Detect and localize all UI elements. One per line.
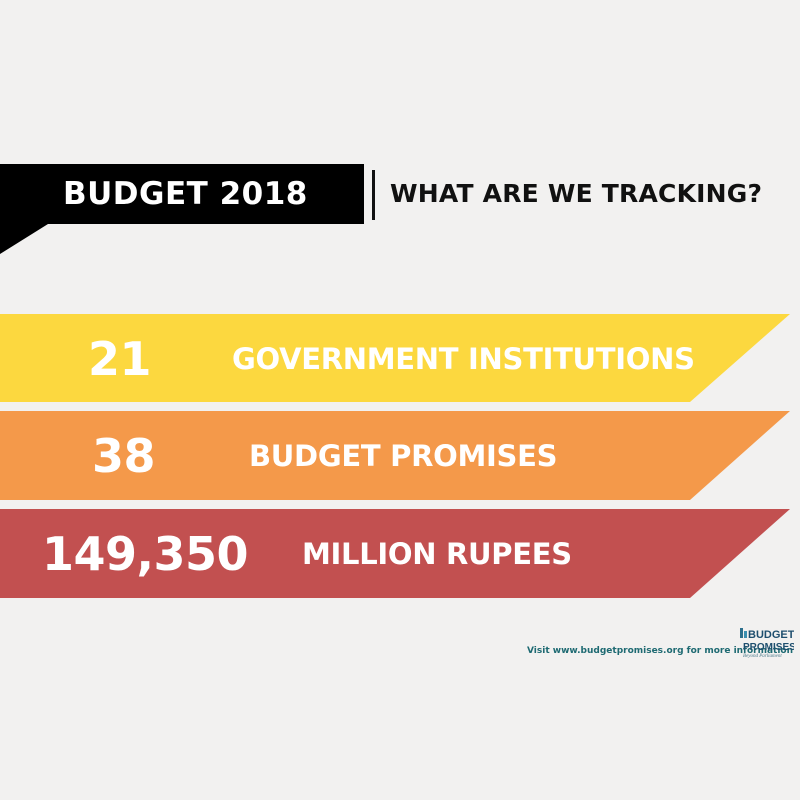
banner-label: MILLION RUPEES (302, 537, 572, 571)
logo-graphic: BUDGET PROMISES Beyond Parliament (740, 628, 796, 659)
budget-promises-logo: BUDGET PROMISES Beyond Parliament (738, 627, 796, 659)
banner-shape (0, 509, 790, 598)
banner-number: 38 (92, 429, 156, 483)
logo-tagline: Beyond Parliament (743, 654, 782, 659)
banner-shape (0, 411, 790, 500)
banner-institutions: 21 GOVERNMENT INSTITUTIONS (0, 314, 800, 404)
banner-number: 149,350 (42, 527, 249, 581)
banner-rupees: 149,350 MILLION RUPEES (0, 509, 800, 599)
banner-promises: 38 BUDGET PROMISES (0, 411, 800, 501)
banner-label: BUDGET PROMISES (249, 439, 558, 473)
logo-line2: PROMISES (743, 642, 794, 653)
banner-label: GOVERNMENT INSTITUTIONS (232, 342, 695, 376)
page-subtitle: WHAT ARE WE TRACKING? (390, 179, 763, 208)
banner-shape (0, 314, 790, 402)
page-title: BUDGET 2018 (63, 176, 308, 212)
footer-link-text: Visit www.budgetpromises.org for more in… (527, 646, 794, 656)
banner-number: 21 (88, 332, 152, 386)
logo-line1: BUDGET (748, 629, 794, 641)
header-divider (372, 170, 375, 220)
header-block-shape (0, 164, 364, 254)
header-block (0, 164, 364, 254)
